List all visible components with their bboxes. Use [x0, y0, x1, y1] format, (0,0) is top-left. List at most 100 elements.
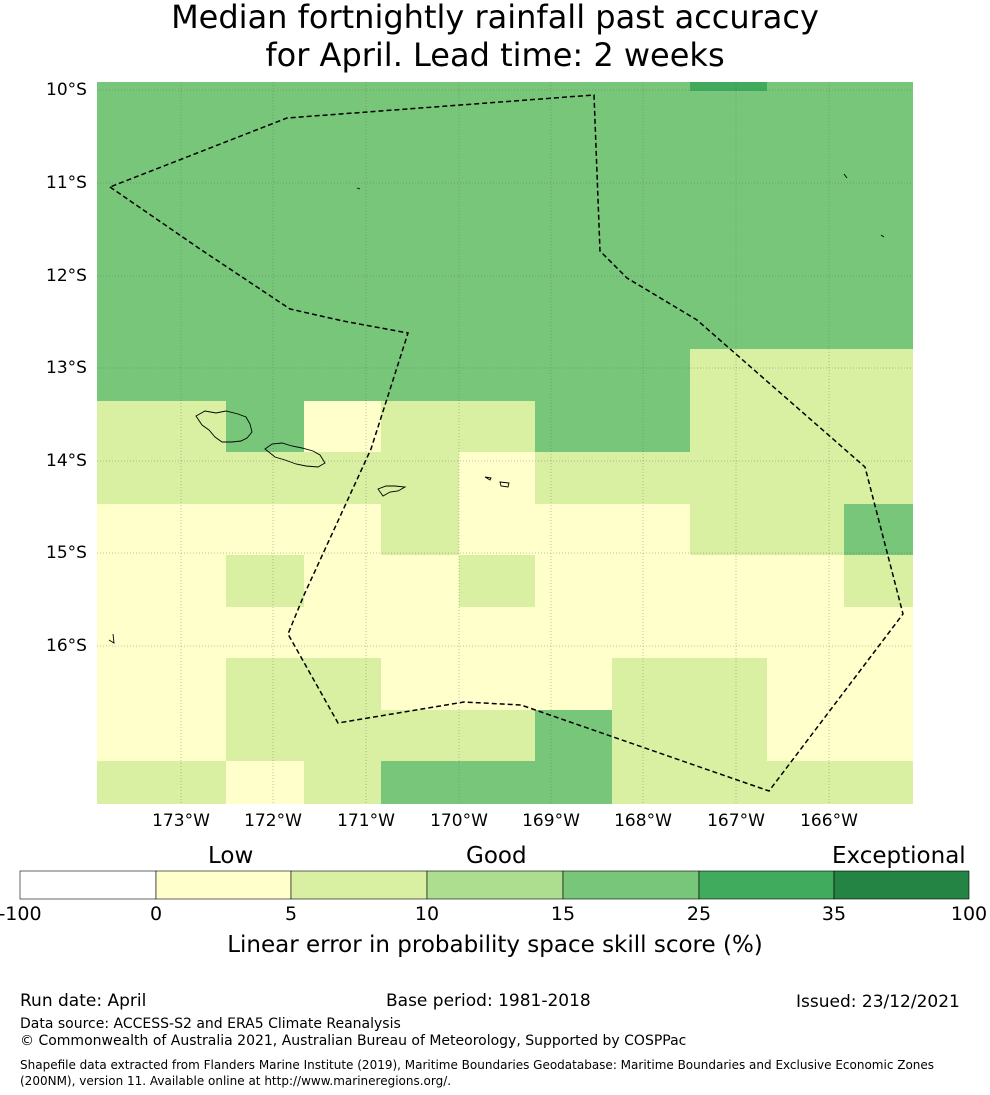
- tick-label: 0: [149, 903, 163, 925]
- grid-cell: [535, 401, 612, 452]
- grid-cell: [612, 143, 690, 194]
- grid-cell: [844, 452, 913, 504]
- grid-cell: [844, 555, 913, 607]
- grid-cell: [97, 761, 226, 804]
- grid-cell: [844, 658, 913, 710]
- grid-cell: [381, 298, 459, 349]
- grid-cell: [690, 761, 767, 804]
- lon-label-166w: 166°W: [800, 811, 858, 831]
- grid-cell: [459, 710, 535, 761]
- copyright: © Commonwealth of Australia 2021, Austra…: [20, 1033, 687, 1049]
- grid-cell: [535, 607, 612, 658]
- grid-cell: [535, 349, 612, 401]
- grid-cell: [690, 143, 767, 194]
- grid-cell: [535, 658, 612, 710]
- grid-cell: [767, 143, 844, 194]
- grid-cell: [97, 143, 226, 194]
- grid-cell: [97, 298, 226, 349]
- grid-cell: [612, 555, 690, 607]
- grid-cell: [226, 658, 304, 710]
- lon-label-171w: 171°W: [337, 811, 395, 831]
- grid-cell: [97, 401, 226, 452]
- grid-cell: [690, 91, 767, 143]
- grid-cell: [535, 82, 612, 91]
- grid-cell: [767, 194, 844, 246]
- grid-cell: [459, 401, 535, 452]
- lat-label-13s: 13°S: [46, 358, 87, 378]
- grid-cell: [612, 710, 690, 761]
- grid-cell: [226, 607, 304, 658]
- grid-cell: [226, 298, 304, 349]
- grid-cell: [844, 246, 913, 298]
- grid-cell: [535, 710, 612, 761]
- grid-cell: [381, 401, 459, 452]
- colorbar-swatch: [19, 870, 157, 900]
- grid-cell: [767, 504, 844, 555]
- grid-cell: [767, 401, 844, 452]
- grid-cell: [226, 349, 304, 401]
- grid-cell: [226, 143, 304, 194]
- grid-cell: [459, 555, 535, 607]
- lat-label-14s: 14°S: [46, 451, 87, 471]
- shapefile-credit: Shapefile data extracted from Flanders M…: [20, 1058, 935, 1088]
- grid-cell: [612, 401, 690, 452]
- grid-cell: [844, 143, 913, 194]
- grid-cell: [304, 194, 381, 246]
- grid-cell: [690, 710, 767, 761]
- grid-cell: [226, 401, 304, 452]
- lat-label-16s: 16°S: [46, 636, 87, 656]
- grid-cell: [535, 761, 612, 804]
- grid-cell: [226, 246, 304, 298]
- island-tau: [499, 481, 510, 488]
- lon-label-173w: 173°W: [152, 811, 210, 831]
- tick-label: 25: [686, 903, 712, 925]
- grid-cell: [459, 298, 535, 349]
- grid-cell: [767, 607, 844, 658]
- lat-label-12s: 12°S: [46, 266, 87, 286]
- grid-cell: [767, 91, 844, 143]
- grid-cell: [381, 194, 459, 246]
- lat-label-11s: 11°S: [46, 173, 87, 193]
- island-small-3: [108, 633, 115, 644]
- grid-cell: [612, 504, 690, 555]
- colorbar-swatch: [155, 870, 292, 900]
- issued-date: Issued: 23/12/2021: [796, 992, 960, 1012]
- grid-cell: [459, 607, 535, 658]
- grid-cell: [767, 82, 844, 91]
- lon-label-170w: 170°W: [430, 811, 488, 831]
- colorbar-swatch: [290, 870, 428, 900]
- grid-cell: [381, 246, 459, 298]
- grid-cell: [459, 82, 535, 91]
- grid-cell: [226, 504, 304, 555]
- tick-label: 15: [550, 903, 576, 925]
- grid-cell: [844, 607, 913, 658]
- grid-cell: [690, 555, 767, 607]
- grid-cell: [304, 555, 381, 607]
- category-good: Good: [466, 843, 527, 869]
- grid-cell: [767, 555, 844, 607]
- category-exceptional: Exceptional: [832, 843, 966, 869]
- colorbar-swatch: [833, 870, 970, 900]
- grid-cell: [690, 452, 767, 504]
- map-title-line-2: for April. Lead time: 2 weeks: [265, 36, 725, 74]
- grid-cell: [535, 555, 612, 607]
- colorbar-title: Linear error in probability space skill …: [227, 932, 763, 958]
- grid-cell: [535, 452, 612, 504]
- island-upolu: [264, 442, 326, 468]
- grid-cell: [535, 298, 612, 349]
- grid-cell: [304, 607, 381, 658]
- eez-boundary: [108, 94, 904, 792]
- grid-cell: [381, 710, 459, 761]
- grid-cell: [612, 452, 690, 504]
- grid-cell: [690, 349, 767, 401]
- grid-cell: [304, 143, 381, 194]
- grid-cell: [304, 761, 381, 804]
- grid-cell: [612, 82, 690, 91]
- grid-cell: [381, 761, 459, 804]
- lon-label-169w: 169°W: [522, 811, 580, 831]
- grid-cell: [535, 143, 612, 194]
- grid-cell: [304, 82, 381, 91]
- grid-cell: [381, 658, 459, 710]
- data-source: Data source: ACCESS-S2 and ERA5 Climate …: [20, 1016, 401, 1032]
